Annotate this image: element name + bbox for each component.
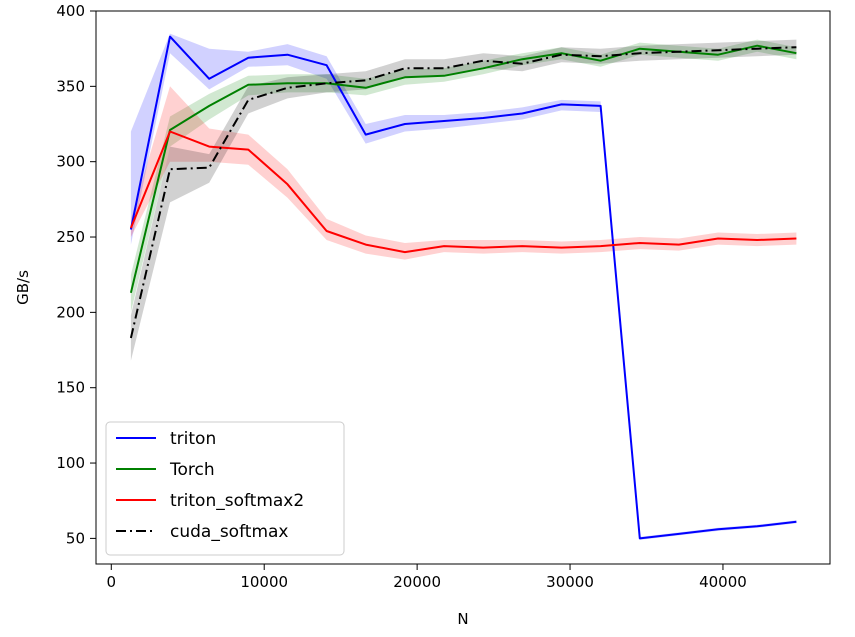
y-tick-label: 350: [56, 77, 85, 95]
confidence-bands: [130, 33, 797, 540]
torch-series-line: [129, 44, 797, 294]
x-axis-ticks: 0 10000 20000 30000 40000: [107, 564, 747, 591]
y-axis-label: GB/s: [14, 270, 32, 305]
y-tick-label: 150: [56, 379, 85, 397]
y-tick-label: 50: [66, 529, 85, 547]
x-tick-label: 40000: [699, 573, 747, 591]
y-tick-label: 250: [56, 228, 85, 246]
legend-box: [105, 421, 345, 556]
legend: triton Torch triton_softmax2 cuda_softmax: [105, 421, 345, 556]
triton-softmax2-confidence-band: [130, 86, 797, 260]
x-tick-label: 10000: [240, 573, 288, 591]
legend-label-cuda-softmax: cuda_softmax: [170, 522, 288, 542]
series-lines: [129, 35, 797, 540]
x-axis-label: N: [457, 610, 468, 628]
y-tick-label: 200: [56, 303, 85, 321]
triton-series-line: [129, 35, 797, 540]
x-tick-label: 20000: [393, 573, 441, 591]
legend-label-torch: Torch: [169, 460, 215, 480]
triton-softmax2-series-line: [129, 130, 797, 254]
x-tick-label: 0: [107, 573, 117, 591]
plot-frame: [95, 10, 831, 565]
legend-label-triton: triton: [170, 429, 216, 449]
x-tick-label: 30000: [546, 573, 594, 591]
y-tick-label: 100: [56, 454, 85, 472]
y-tick-label: 300: [56, 153, 85, 171]
y-tick-label: 400: [56, 2, 85, 20]
legend-label-triton-softmax2: triton_softmax2: [170, 491, 304, 511]
y-axis-ticks: 50 100 150 200 250 300 350 400: [56, 2, 96, 547]
